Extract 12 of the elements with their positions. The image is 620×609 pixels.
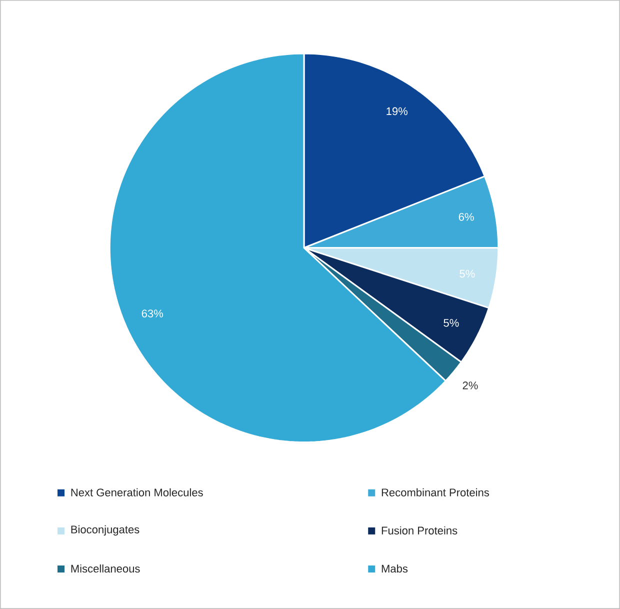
data-label: 63% xyxy=(142,310,163,318)
legend-label: Mabs xyxy=(382,564,408,573)
legend-label: Bioconjugates xyxy=(71,525,140,536)
data-label: 2% xyxy=(462,382,478,390)
legend-label: Miscellaneous xyxy=(71,564,140,573)
legend-label: Recombinant Proteins xyxy=(382,488,490,496)
data-label: 19% xyxy=(386,107,408,116)
data-label: 6% xyxy=(458,213,474,221)
legend-label: Fusion Proteins xyxy=(382,526,458,534)
data-label: 5% xyxy=(460,270,475,278)
data-label: 5% xyxy=(444,319,459,327)
legend-label: Next Generation Molecules xyxy=(71,488,203,496)
